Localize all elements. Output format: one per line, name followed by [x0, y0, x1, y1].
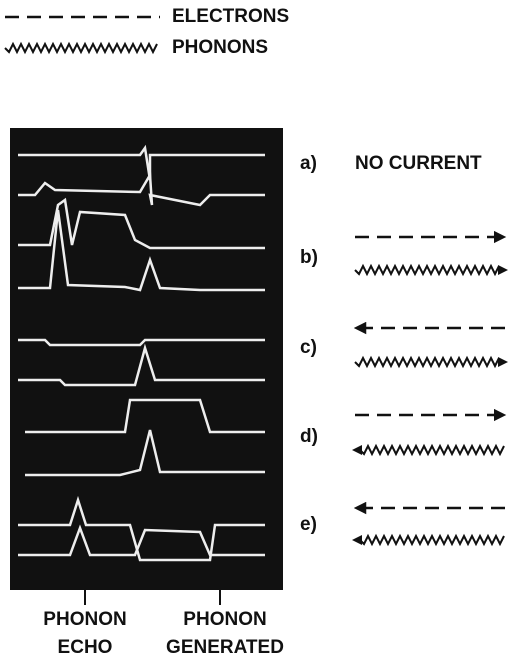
- case-text: NO CURRENT: [355, 153, 482, 174]
- legend-label: PHONONS: [172, 37, 268, 58]
- phonon-arrowhead: [498, 357, 508, 367]
- oscilloscope-screen: [10, 128, 283, 590]
- annotation: GENERATED: [166, 637, 284, 658]
- phonon-arrow: [360, 446, 504, 454]
- case-label: d): [300, 426, 318, 447]
- case-label: c): [300, 337, 317, 358]
- phonon-arrowhead: [352, 535, 362, 545]
- phonon-arrow: [355, 266, 499, 274]
- case-label: e): [300, 514, 317, 535]
- case-label: b): [300, 247, 318, 268]
- annotation: PHONON: [43, 609, 126, 630]
- figure: ELECTRONS PHONONS a) NO CURRENT b) c) d)…: [0, 0, 521, 667]
- case-label: a): [300, 153, 317, 174]
- annotation: ECHO: [58, 637, 113, 658]
- annotation: PHONON: [183, 609, 266, 630]
- legend-label: ELECTRONS: [172, 6, 289, 27]
- phonon-arrow: [360, 536, 504, 544]
- phonon-arrowhead: [498, 265, 508, 275]
- phonon-arrowhead: [352, 445, 362, 455]
- phonon-legend-line: [5, 44, 157, 52]
- phonon-arrow: [355, 358, 499, 366]
